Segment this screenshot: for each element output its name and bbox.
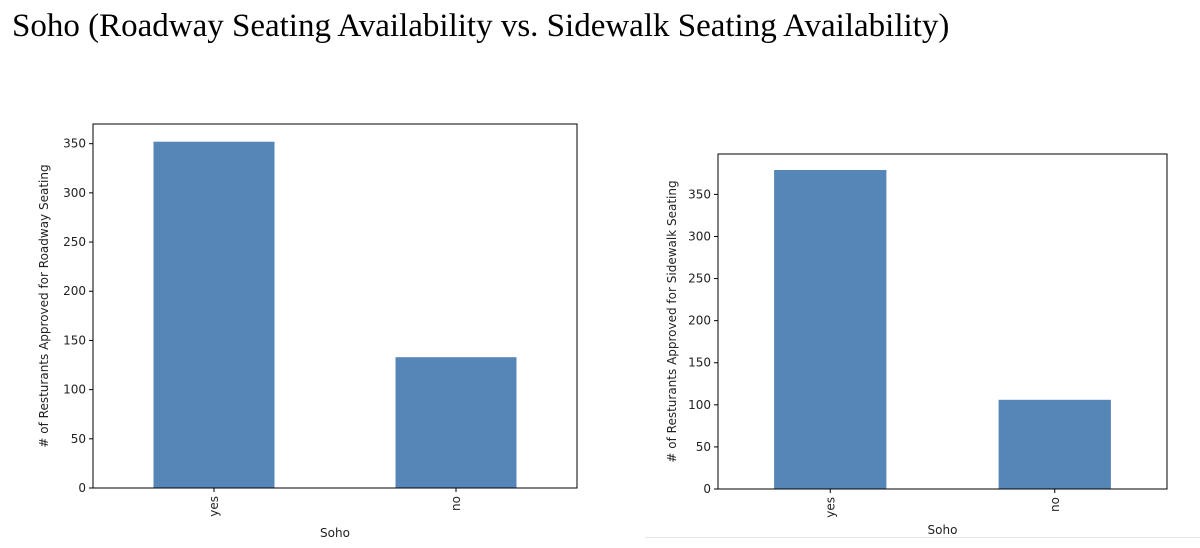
y-tick-label: 0 xyxy=(78,481,86,495)
plot-frame xyxy=(717,153,1168,490)
y-tick-label: 100 xyxy=(63,383,86,397)
y-tick-label: 100 xyxy=(688,398,711,412)
x-tick-label-no: no xyxy=(1048,497,1062,512)
y-axis-label: # of Resturants Approved for Sidewalk Se… xyxy=(665,180,679,462)
bar-yes xyxy=(774,170,887,489)
y-tick-label: 350 xyxy=(63,137,86,151)
x-tick-label-yes: yes xyxy=(823,497,837,518)
bar-yes xyxy=(153,141,275,488)
y-tick-label: 350 xyxy=(688,187,711,201)
y-tick-label: 250 xyxy=(688,272,711,286)
bar-no xyxy=(998,399,1111,489)
plot-frame xyxy=(92,123,578,489)
bar-no xyxy=(395,357,517,488)
y-tick-label: 0 xyxy=(703,482,711,496)
x-axis-label: Soho xyxy=(320,526,350,540)
sidewalk-seating-chart-svg: 0 50 100 150 200 250 300 350 yes no Soho # of Restu… xyxy=(665,153,1168,537)
y-tick-label: 200 xyxy=(63,284,86,298)
y-tick-label: 250 xyxy=(63,235,86,249)
y-tick-label: 200 xyxy=(688,314,711,328)
y-tick-label: 300 xyxy=(688,229,711,243)
y-tick-label: 50 xyxy=(71,432,86,446)
y-axis-label: # of Resturants Approved for Roadway Sea… xyxy=(37,164,51,447)
x-tick-label-no: no xyxy=(449,496,463,511)
roadway-seating-chart-svg: 0 50 100 150 200 250 300 350 yes no Soho # of Restu… xyxy=(37,123,578,540)
page-title: Soho (Roadway Seating Availability vs. S… xyxy=(12,8,950,44)
sidewalk-seating-chart: 0 50 100 150 200 250 300 350 yes no Soho # of Restu… xyxy=(600,70,1200,548)
y-tick-label: 50 xyxy=(696,440,711,454)
x-axis-label: Soho xyxy=(928,523,958,537)
y-tick-label: 150 xyxy=(63,333,86,347)
roadway-seating-chart: 0 50 100 150 200 250 300 350 yes no Soho # of Restu… xyxy=(0,70,600,548)
divider xyxy=(645,537,1200,538)
x-tick-label-yes: yes xyxy=(207,496,221,517)
y-tick-label: 300 xyxy=(63,186,86,200)
y-tick-label: 150 xyxy=(688,356,711,370)
